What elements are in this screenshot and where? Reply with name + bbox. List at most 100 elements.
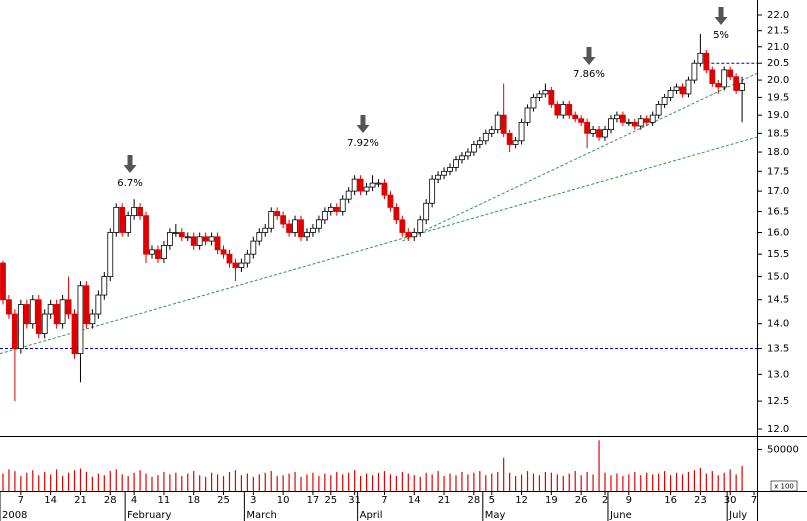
candle-body [721,69,728,88]
month-label: April [360,510,383,521]
candle-body [590,129,596,134]
candle-body [482,132,489,142]
candle-body [655,104,662,116]
y-tick-label: 17.5 [767,166,789,177]
candle-body [244,253,251,264]
candle-body [238,262,245,268]
candle-body [149,249,155,255]
candle-body [161,245,167,260]
candle-body [29,299,36,325]
y-tick-label: 18.5 [767,128,789,139]
x-tick-label: 31 [348,495,361,506]
candle-body [524,107,531,123]
candle-body [208,236,215,242]
candle-body [125,215,132,233]
x-tick-label: 28 [468,495,481,506]
candle-body [178,232,185,238]
candle-body [351,178,358,192]
y-tick-label: 22.0 [767,10,789,21]
candle-body [315,219,322,229]
candle-body [608,118,614,131]
x-tick-label: 30 [724,495,737,506]
candle-body [542,90,549,95]
x-tick-label: 2 [602,495,608,506]
candle-body [459,155,465,161]
candle-body [619,114,626,123]
candle-body [292,219,298,233]
annotation-arrow [714,7,728,25]
x-tick-label: 7 [18,495,24,506]
candle-body [578,118,585,123]
candle-body [0,262,6,301]
unit-box [770,480,798,492]
candle-body [560,104,567,116]
month-label: July [728,510,747,521]
candle-body [566,104,573,116]
candle-body [280,215,287,225]
x-tick-label: 3 [250,495,256,506]
annotation: 6.7% [117,178,142,189]
candle-body [119,206,126,233]
x-tick-label: 7 [381,495,387,506]
candle-body [637,118,644,127]
candle-body [625,121,632,124]
y-tick-label: 15.0 [767,272,789,283]
candle-body [691,62,698,81]
candle-body [53,304,60,325]
volume-unit: x 100 [774,483,794,491]
candle-body [286,223,292,233]
y-tick-label: 13.5 [767,344,789,355]
candle-body [83,285,90,325]
month-label: May [485,510,506,521]
annotation-arrow [582,47,596,65]
y-tick-label: 16.5 [767,206,789,217]
x-tick-label: 23 [694,495,707,506]
candle-body [190,236,197,246]
month-label: February [127,510,171,521]
candle-body [679,86,686,95]
candle-body [59,299,66,325]
candle-body [465,151,471,157]
candle-body [596,129,602,138]
candle-body [733,76,740,91]
candle-body [137,206,143,217]
x-tick-label: 25 [217,495,230,506]
candle-body [369,182,376,188]
volume-tick-label: 50000 [767,444,799,455]
candle-body [6,299,12,315]
candle-body [441,170,447,176]
candle-body [268,211,275,229]
candle-body [739,83,745,91]
candle-body [172,232,179,234]
candle-body [602,129,608,138]
candle-body [41,313,48,334]
candle-body [47,304,54,315]
candle-body [250,240,257,255]
candle-body [274,211,281,217]
candle-body [429,178,436,204]
candle-body [631,121,638,127]
candle-body [518,121,525,142]
candle-body [89,313,96,325]
candle-body [298,219,304,238]
candle-body [649,114,656,123]
x-tick-label: 10 [277,495,290,506]
y-tick-label: 14.0 [767,319,789,330]
candle-body [155,249,161,260]
candle-body [214,236,221,251]
trend-line [402,72,758,242]
candle-body [107,232,114,277]
candle-body [143,215,149,255]
annotation-arrow [123,155,137,173]
candle-body [399,219,406,233]
candle-body [685,79,692,95]
candle-body [667,90,674,98]
candle-body [387,194,394,208]
candle-body [101,276,108,296]
candle-body [500,114,507,134]
candle-body [614,114,620,120]
candle-body [703,52,710,71]
